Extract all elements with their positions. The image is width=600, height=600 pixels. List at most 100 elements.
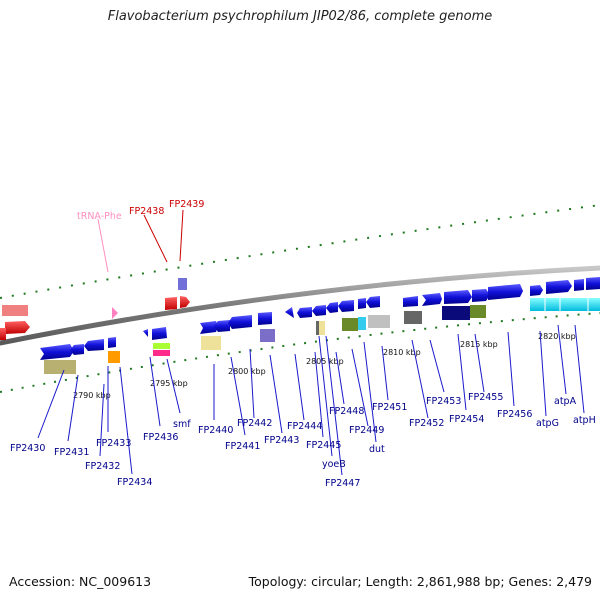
gene-label: atpA xyxy=(554,396,577,407)
gene-label-fp2439: FP2439 xyxy=(169,199,204,210)
genome-summary: Topology: circular; Length: 2,861,988 bp… xyxy=(248,574,592,589)
gene-arrow xyxy=(472,289,490,302)
gene-label: FP2453 xyxy=(426,396,461,407)
scale-tick-label: 2795 kbp xyxy=(150,379,188,388)
gene-arrow xyxy=(366,296,380,308)
gene-label: FP2436 xyxy=(143,432,178,443)
trna-connector xyxy=(97,218,109,273)
gene-block xyxy=(44,360,76,374)
gene-label: FP2443 xyxy=(264,435,299,446)
outer-track-features xyxy=(2,277,600,334)
gene-label: FP2452 xyxy=(409,418,444,429)
trna-phe-feature xyxy=(112,307,118,319)
gene-label: FP2441 xyxy=(225,441,260,452)
gene-arrow xyxy=(84,339,104,351)
gene-arrow xyxy=(444,290,472,304)
gene-arrow xyxy=(574,279,584,291)
gene-block xyxy=(319,321,325,335)
fp2439-connector xyxy=(179,209,184,262)
genome-backbone xyxy=(0,265,600,346)
gene-arrow xyxy=(108,337,116,348)
gene-arrow xyxy=(5,321,30,334)
gene-arrow xyxy=(312,305,326,316)
gene-block xyxy=(178,278,187,290)
gene-label: FP2433 xyxy=(96,438,131,449)
gene-label: FP2455 xyxy=(468,392,503,403)
scale-tick-label: 2790 kbp xyxy=(73,391,111,400)
gene-arrow xyxy=(488,284,523,300)
gene-label: FP2444 xyxy=(287,421,322,432)
gene-label: FP2434 xyxy=(117,477,152,488)
fp2438-connector xyxy=(143,214,168,263)
top-labels: tRNA-Phe FP2438 FP2439 xyxy=(77,199,204,222)
scale-tick-label: 2800 kbp xyxy=(228,367,266,376)
gene-arrow xyxy=(326,302,338,313)
label-connectors xyxy=(37,324,585,476)
gene-arrow xyxy=(152,327,167,340)
gene-label: FP2451 xyxy=(372,402,407,413)
atp-operon-block xyxy=(530,298,600,311)
gene-arrow xyxy=(285,307,294,318)
gene-block xyxy=(358,317,366,330)
gene-arrow xyxy=(422,293,442,306)
gene-block xyxy=(108,351,120,363)
gene-arrow xyxy=(214,320,230,332)
gene-block xyxy=(260,329,275,342)
gene-arrow xyxy=(530,285,543,296)
gene-block xyxy=(2,305,28,316)
gene-label: yoeB xyxy=(322,459,346,470)
scale-tick-label: 2815 kbp xyxy=(460,340,498,349)
scale-labels: 2790 kbp 2795 kbp 2800 kbp 2805 kbp 2810… xyxy=(73,332,576,400)
gene-arrow xyxy=(297,307,312,318)
inner-track-features xyxy=(0,296,486,374)
gene-label: FP2442 xyxy=(237,418,272,429)
gene-label: FP2449 xyxy=(349,425,384,436)
rna-gene-fp2438 xyxy=(165,297,177,310)
gene-block xyxy=(153,350,170,356)
gene-label: smf xyxy=(173,419,191,430)
gene-label: FP2447 xyxy=(325,478,360,489)
gene-label-fp2438: FP2438 xyxy=(129,206,164,217)
gene-arrow xyxy=(586,277,600,290)
scale-tick-label: 2805 kbp xyxy=(306,357,344,366)
gene-arrow xyxy=(70,344,84,355)
gene-label-trna-phe: tRNA-Phe xyxy=(77,211,122,222)
rna-gene-fp2439 xyxy=(180,296,190,308)
gene-block xyxy=(201,336,221,350)
gene-label: FP2445 xyxy=(306,440,341,451)
scale-tick-label: 2820 kbp xyxy=(538,332,576,341)
gene-arrow xyxy=(228,315,252,329)
gene-label: atpG xyxy=(536,418,559,429)
gene-label: FP2454 xyxy=(449,414,484,425)
gene-arrow xyxy=(258,312,272,325)
gene-block xyxy=(470,305,486,318)
gene-label: FP2456 xyxy=(497,409,532,420)
gene-arrow xyxy=(338,300,354,312)
gene-block xyxy=(368,315,390,328)
gene-label: FP2448 xyxy=(329,406,364,417)
scale-tick-label: 2810 kbp xyxy=(383,348,421,357)
accession-label: Accession: NC_009613 xyxy=(9,574,152,589)
map-title: Flavobacterium psychrophilum JIP02/86, c… xyxy=(107,9,493,24)
gene-block xyxy=(342,318,358,331)
gene-block xyxy=(442,306,470,320)
gene-arrow xyxy=(40,344,74,360)
gene-label: FP2432 xyxy=(85,461,120,472)
gene-label: FP2430 xyxy=(10,443,45,454)
gene-arrow xyxy=(403,296,418,307)
gene-arrow xyxy=(143,329,148,337)
bottom-labels: FP2430 FP2431 FP2432 FP2433 FP2434 FP243… xyxy=(10,392,596,489)
outer-tick-ring xyxy=(0,204,600,299)
gene-label: atpH xyxy=(573,415,596,426)
gene-label: FP2440 xyxy=(198,425,233,436)
gene-label: dut xyxy=(369,444,385,455)
gene-block xyxy=(153,343,170,349)
gene-block xyxy=(404,311,422,324)
gene-arrow xyxy=(200,321,218,334)
gene-arrow xyxy=(0,328,6,340)
gene-arrow xyxy=(358,298,366,309)
gene-arrow xyxy=(546,280,572,294)
gene-label: FP2431 xyxy=(54,447,89,458)
